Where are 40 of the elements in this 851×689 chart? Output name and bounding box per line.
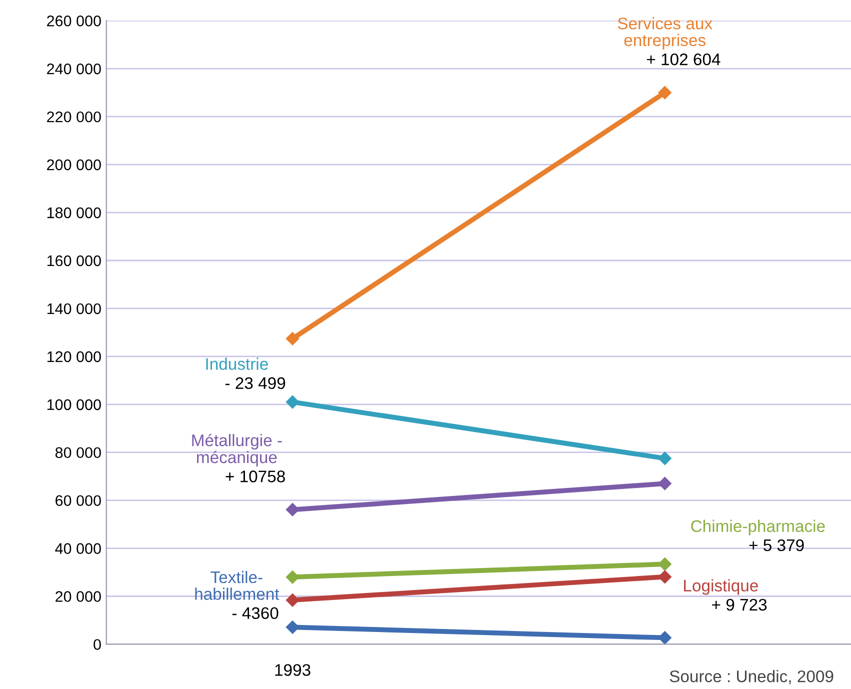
y-tick-label: 180 000 — [47, 207, 101, 218]
point — [286, 620, 300, 634]
point — [658, 86, 672, 100]
text: Services aux entreprises — [618, 17, 712, 50]
y-tick-label: 80 000 — [55, 447, 101, 458]
point — [658, 452, 672, 465]
annotation: - 23 499 — [225, 377, 286, 390]
point — [286, 570, 300, 584]
y-tick-label: 120 000 — [47, 351, 101, 362]
text: Métallurgie - mécanique — [192, 434, 282, 467]
point — [658, 558, 672, 571]
point — [286, 594, 300, 607]
point — [286, 503, 300, 516]
y-tick-label: 40 000 — [55, 543, 101, 554]
annotation: - 4360 — [232, 607, 278, 620]
series-label: Logistique — [684, 579, 758, 595]
point — [286, 332, 300, 346]
point — [658, 476, 672, 490]
text: Industrie — [206, 358, 268, 370]
series-label: Textile- habillement — [195, 570, 280, 600]
y-tick-label: 240 000 — [47, 64, 101, 74]
y-tick-label: 160 000 — [47, 255, 101, 266]
annotation: + 5 379 — [749, 539, 804, 552]
x-tick-label: 1993 — [275, 664, 310, 676]
point — [658, 631, 672, 644]
y-tick-label: 220 000 — [47, 111, 101, 122]
y-tick-label: 260 000 — [47, 16, 101, 26]
source-note: Source : Unedic, 2009 — [670, 670, 834, 684]
text: Chimie-pharmacie — [691, 520, 825, 536]
annotation: + 10758 — [226, 470, 285, 482]
y-tick-label: 60 000 — [56, 495, 101, 506]
y-tick-label: 0 — [94, 639, 101, 650]
y-tick-label: 140 000 — [47, 303, 101, 314]
y-tick-label: 200 000 — [47, 159, 101, 170]
annotation: + 102 604 — [646, 53, 720, 66]
point — [286, 395, 300, 409]
point — [658, 570, 672, 584]
y-tick-label: 100 000 — [47, 399, 101, 410]
y-tick-label: 20 000 — [56, 591, 101, 602]
annotation: + 9 723 — [712, 598, 767, 611]
